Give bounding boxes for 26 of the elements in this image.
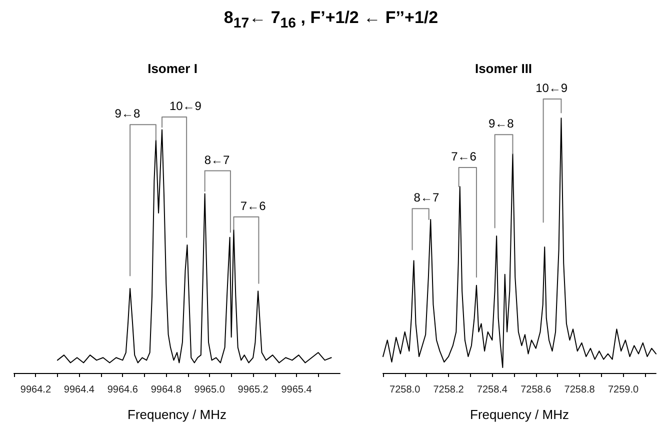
chart-title: 8$_{17}$← 7$_{16}$ , F’+1/2 ← F’’+1/2 (222, 8, 440, 32)
x-tick-label: 9965.0 (194, 384, 226, 396)
annotation: 7←6 (451, 150, 477, 164)
chart-subtitle: Isomer III (474, 61, 532, 76)
annotation: 8←7 (204, 152, 230, 167)
x-tick-label: 7258.8 (564, 384, 596, 396)
annotation: 7←6 (240, 198, 266, 213)
annotation: 8←7 (414, 190, 440, 205)
x-axis-title: Frequency / MHz (128, 407, 226, 422)
annotation: 9←8 (488, 116, 514, 131)
x-tick-label: 7258.2 (433, 384, 464, 396)
x-tick-label: 9965.2 (238, 384, 269, 396)
chart-subtitle: Isomer I (148, 61, 198, 76)
annotation: 10←9 (536, 81, 568, 95)
x-tick-label: 9965.4 (281, 384, 312, 396)
x-tick-label: 9964.6 (107, 384, 138, 396)
annotation: 10←9 (169, 99, 202, 113)
x-axis-title: Frequency / MHz (470, 407, 569, 422)
x-tick-label: 9964.2 (20, 384, 52, 396)
annotation: 9←8 (114, 106, 140, 121)
x-tick-label: 9964.4 (64, 384, 95, 396)
x-tick-label: 7259.0 (608, 384, 639, 396)
x-tick-label: 9964.8 (150, 384, 182, 396)
x-tick-label: 7258.4 (476, 384, 508, 396)
x-tick-label: 7258.0 (390, 384, 421, 396)
x-tick-label: 7258.6 (520, 384, 552, 396)
